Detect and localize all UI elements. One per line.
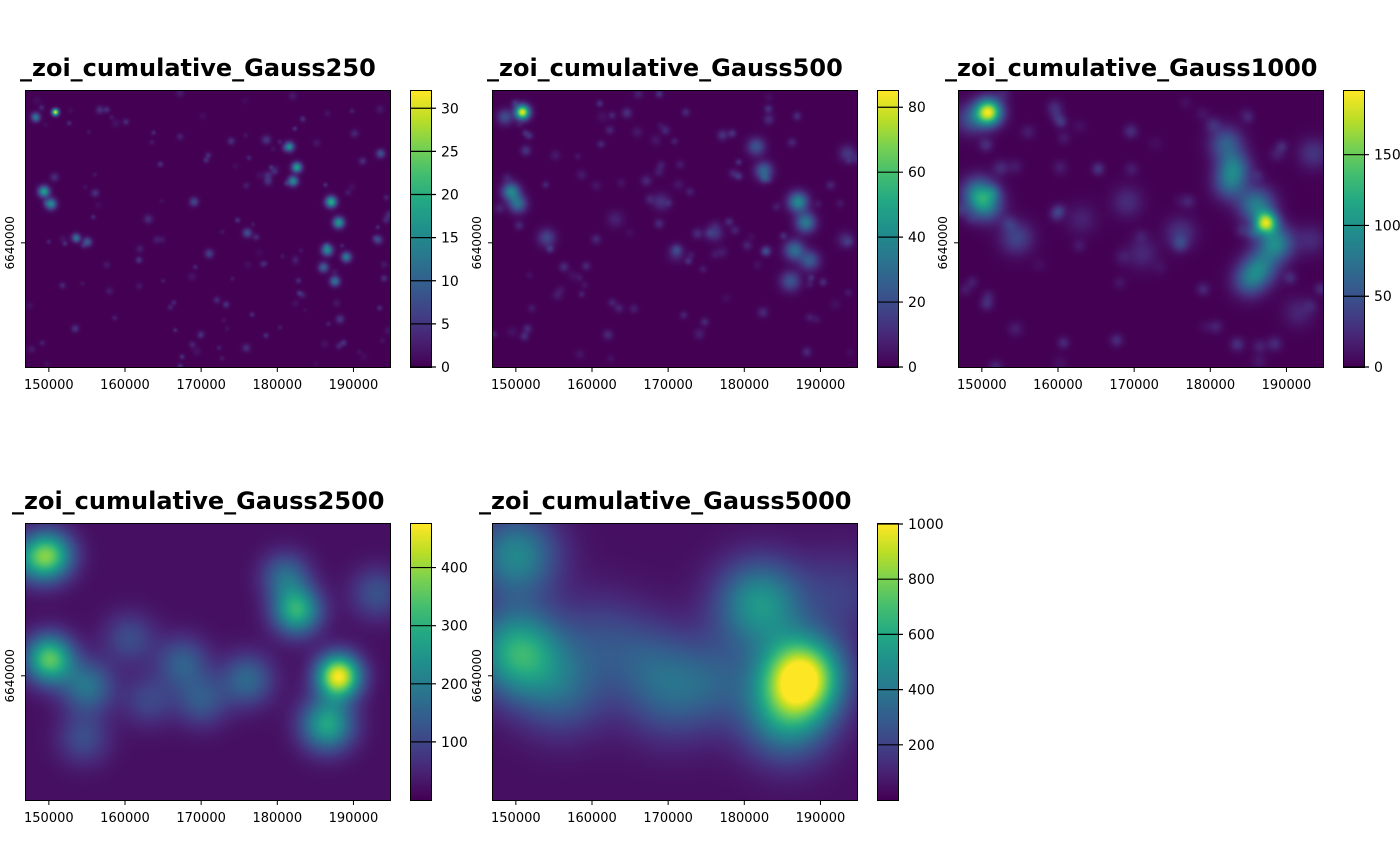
x-tick-label: 180000 — [252, 378, 302, 393]
legend-tick-label: 40 — [908, 230, 926, 246]
x-tick-label: 170000 — [1109, 378, 1159, 393]
legend-tick-label: 20 — [441, 188, 459, 204]
y-tick-label: 6640000 — [470, 649, 484, 702]
x-tick-label: 150000 — [24, 811, 74, 826]
x-tick-label: 190000 — [329, 378, 379, 393]
color-legend-bar — [1343, 90, 1365, 368]
raster-map — [25, 523, 391, 801]
color-legend-bar — [410, 90, 432, 368]
legend-tick-label: 60 — [908, 165, 926, 181]
raster-map — [492, 523, 858, 801]
x-tick-label: 160000 — [100, 378, 150, 393]
x-tick-label: 180000 — [719, 811, 769, 826]
color-legend-bar — [410, 523, 432, 801]
raster-map — [958, 90, 1324, 368]
legend-tick-label: 150 — [1374, 148, 1400, 164]
legend-tick-label: 400 — [908, 683, 935, 699]
color-legend-bar — [877, 90, 899, 368]
y-tick-label: 6640000 — [3, 649, 17, 702]
panel-title: _zoi_cumulative_Gauss250 — [20, 54, 376, 82]
legend-tick-label: 50 — [1374, 289, 1392, 305]
legend-tick-label: 10 — [441, 274, 459, 290]
color-legend-bar — [877, 523, 899, 801]
legend-tick-label: 25 — [441, 144, 459, 160]
x-tick-label: 170000 — [643, 811, 693, 826]
legend-tick-label: 200 — [441, 677, 468, 693]
x-tick-label: 190000 — [796, 378, 846, 393]
legend-tick-label: 100 — [1374, 218, 1400, 234]
panel-title: _zoi_cumulative_Gauss1000 — [945, 54, 1318, 82]
legend-tick-label: 800 — [908, 572, 935, 588]
x-tick-label: 150000 — [491, 378, 541, 393]
x-tick-label: 170000 — [176, 811, 226, 826]
x-tick-label: 160000 — [567, 378, 617, 393]
panel-title: _zoi_cumulative_Gauss2500 — [12, 487, 385, 515]
legend-tick-label: 0 — [1374, 360, 1383, 376]
panel-title: _zoi_cumulative_Gauss5000 — [479, 487, 852, 515]
raster-map — [25, 90, 391, 368]
legend-tick-label: 200 — [908, 738, 935, 754]
legend-tick-label: 100 — [441, 735, 468, 751]
legend-tick-label: 0 — [441, 360, 450, 376]
x-tick-label: 150000 — [24, 378, 74, 393]
legend-tick-label: 30 — [441, 101, 459, 117]
legend-tick-label: 80 — [908, 100, 926, 116]
x-tick-label: 160000 — [100, 811, 150, 826]
x-tick-label: 190000 — [796, 811, 846, 826]
legend-tick-label: 0 — [908, 360, 917, 376]
x-tick-label: 180000 — [1185, 378, 1235, 393]
legend-tick-label: 600 — [908, 627, 935, 643]
x-tick-label: 190000 — [1262, 378, 1312, 393]
legend-tick-label: 1000 — [908, 517, 944, 533]
legend-tick-label: 15 — [441, 231, 459, 247]
x-tick-label: 190000 — [329, 811, 379, 826]
x-tick-label: 180000 — [719, 378, 769, 393]
legend-tick-label: 5 — [441, 317, 450, 333]
panel-title: _zoi_cumulative_Gauss500 — [487, 54, 843, 82]
y-tick-label: 6640000 — [3, 216, 17, 269]
raster-map — [492, 90, 858, 368]
legend-tick-label: 300 — [441, 619, 468, 635]
x-tick-label: 170000 — [643, 378, 693, 393]
x-tick-label: 170000 — [176, 378, 226, 393]
legend-tick-label: 20 — [908, 295, 926, 311]
x-tick-label: 150000 — [957, 378, 1007, 393]
y-tick-label: 6640000 — [936, 216, 950, 269]
x-tick-label: 180000 — [252, 811, 302, 826]
x-tick-label: 160000 — [567, 811, 617, 826]
x-tick-label: 150000 — [491, 811, 541, 826]
x-tick-label: 160000 — [1033, 378, 1083, 393]
legend-tick-label: 400 — [441, 561, 468, 577]
y-tick-label: 6640000 — [470, 216, 484, 269]
